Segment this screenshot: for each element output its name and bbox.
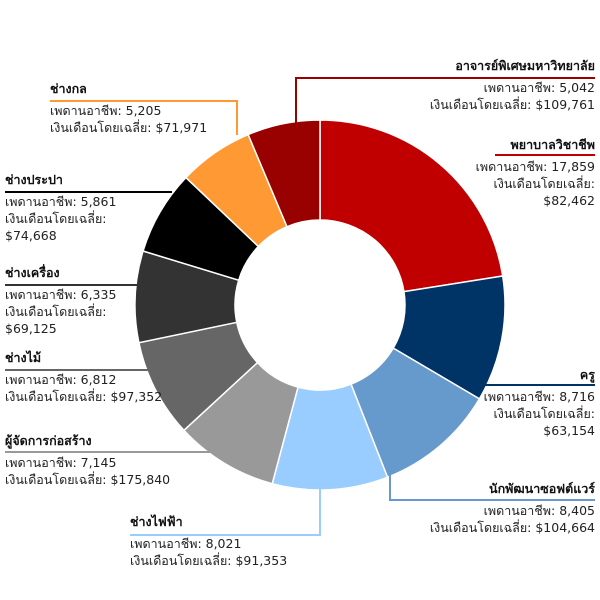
label-title: ช่างไฟฟ้า	[130, 514, 183, 529]
label-title: ครู	[579, 367, 595, 382]
value-label: เพดานอาชีพ: 6,812	[5, 372, 117, 387]
connector-line	[50, 100, 238, 135]
salary-label: เงินเดือนโดยเฉลี่ย: $104,664	[429, 520, 595, 535]
slice-label: นักพัฒนาซอฟต์แวร์เพดานอาชีพ: 8,405 เงินเด…	[430, 480, 595, 536]
label-title: พยาบาลวิชาชีพ	[510, 137, 595, 152]
value-label: เพดานอาชีพ: 8,405	[483, 503, 595, 518]
slice-label: ช่างประปาเพดานอาชีพ: 5,861 เงินเดือนโดยเฉ…	[5, 171, 133, 244]
connector-line	[295, 77, 595, 125]
salary-label: เงินเดือนโดยเฉลี่ย: $74,668	[5, 211, 107, 243]
salary-label: เงินเดือนโดยเฉลี่ย: $69,125	[5, 304, 107, 336]
value-label: เพดานอาชีพ: 5,205	[50, 103, 162, 118]
value-label: เพดานอาชีพ: 17,859	[475, 159, 595, 174]
value-label: เพดานอาชีพ: 8,021	[130, 536, 242, 551]
donut-slice	[319, 119, 504, 293]
value-label: เพดานอาชีพ: 7,145	[5, 455, 117, 470]
slice-label: ผู้จัดการก่อสร้างเพดานอาชีพ: 7,145 เงินเด…	[5, 432, 170, 488]
label-title: ช่างกล	[50, 81, 87, 96]
value-label: เพดานอาชีพ: 6,335	[5, 287, 117, 302]
slice-label: พยาบาลวิชาชีพเพดานอาชีพ: 17,859 เงินเดือน…	[467, 136, 595, 209]
slice-label: ช่างกลเพดานอาชีพ: 5,205 เงินเดือนโดยเฉลี่…	[50, 80, 207, 136]
slice-label: อาจารย์พิเศษมหาวิทยาลัยเพดานอาชีพ: 5,042…	[430, 57, 595, 113]
value-label: เพดานอาชีพ: 5,861	[5, 194, 117, 209]
salary-label: เงินเดือนโดยเฉลี่ย: $71,971	[50, 120, 208, 135]
slice-label: ช่างเครื่องเพดานอาชีพ: 6,335 เงินเดือนโดย…	[5, 264, 133, 337]
salary-label: เงินเดือนโดยเฉลี่ย: $175,840	[5, 472, 171, 487]
slice-label: ช่างไฟฟ้าเพดานอาชีพ: 8,021 เงินเดือนโดยเฉ…	[130, 513, 287, 569]
label-title: ช่างประปา	[5, 172, 63, 187]
label-title: ช่างเครื่อง	[5, 265, 60, 280]
connector-line	[389, 440, 595, 501]
label-title: ช่างไม้	[5, 350, 42, 365]
salary-label: เงินเดือนโดยเฉลี่ย: $109,761	[429, 97, 595, 112]
label-title: นักพัฒนาซอฟต์แวร์	[489, 481, 595, 496]
label-title: อาจารย์พิเศษมหาวิทยาลัย	[455, 58, 595, 73]
donut-slice	[247, 119, 321, 228]
salary-label: เงินเดือนโดยเฉลี่ย: $63,154	[493, 406, 595, 438]
salary-label: เงินเดือนโดยเฉลี่ย: $82,462	[493, 176, 595, 208]
value-label: เพดานอาชีพ: 8,716	[483, 389, 595, 404]
salary-label: เงินเดือนโดยเฉลี่ย: $91,353	[130, 553, 288, 568]
connector-line	[130, 485, 321, 536]
value-label: เพดานอาชีพ: 5,042	[483, 80, 595, 95]
salary-label: เงินเดือนโดยเฉลี่ย: $97,352	[5, 389, 163, 404]
label-title: ผู้จัดการก่อสร้าง	[5, 433, 92, 448]
slice-label: ช่างไม้เพดานอาชีพ: 6,812 เงินเดือนโดยเฉลี…	[5, 349, 162, 405]
slice-label: ครูเพดานอาชีพ: 8,716 เงินเดือนโดยเฉลี่ย: …	[467, 366, 595, 439]
